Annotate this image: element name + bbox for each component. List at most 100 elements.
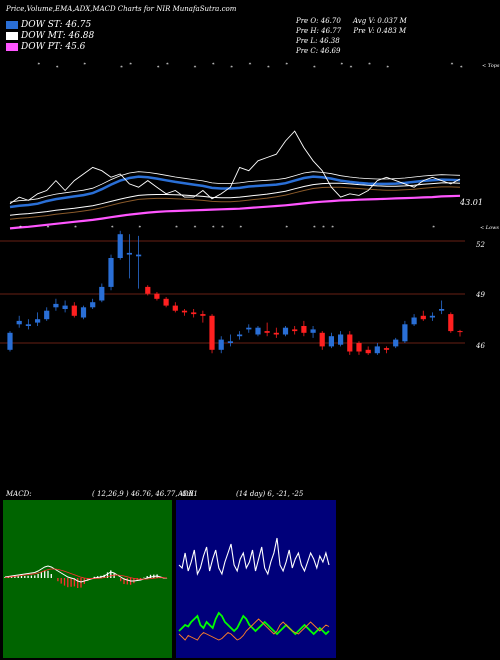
candle-body-18: [172, 305, 178, 311]
legend-item-pt: DOW PT: 45.6: [6, 42, 85, 52]
candle-body-8: [80, 307, 87, 318]
legend-swatch-pt: [6, 43, 18, 51]
candle-body-24: [227, 341, 233, 343]
ema-value-label: 43.01: [459, 198, 483, 207]
ohlc-row-2: Pre H: 46.77 Pre V: 0.483 M: [296, 27, 416, 35]
top-mark-6: *: [166, 62, 169, 68]
top-mark-11: *: [267, 65, 270, 71]
candle-body-25: [237, 334, 243, 337]
candle-body-29: [273, 332, 279, 335]
adx-background: [176, 500, 336, 658]
candle-body-43: [402, 324, 408, 342]
candle-body-22: [209, 315, 215, 350]
low-mark-13: *: [331, 225, 334, 231]
price-chart: * * * * * * * * * * * * * * * * * * * * < Tops 43.01 * * * * * *…: [0, 62, 500, 355]
pre-low: Pre L: 46.38: [296, 37, 340, 45]
candle-body-36: [338, 334, 344, 345]
top-mark-18: *: [451, 62, 454, 68]
price-level-49: 49: [475, 291, 485, 299]
top-mark-14: *: [341, 62, 344, 68]
top-mark-16: *: [368, 62, 371, 68]
low-mark-7: *: [212, 225, 215, 231]
candle-body-2: [25, 324, 31, 326]
candles: [7, 230, 463, 355]
top-mark-2: *: [84, 62, 87, 68]
top-mark-13: *: [313, 65, 316, 71]
top-mark-15: *: [350, 65, 353, 71]
candle-body-46: [429, 315, 435, 318]
legend-item-mt: DOW MT: 46.88: [6, 31, 94, 41]
price-level-52: 52: [476, 241, 485, 249]
candle-body-20: [191, 312, 197, 315]
legend-item-st: DOW ST: 46.75: [6, 20, 91, 30]
candle-body-9: [90, 302, 96, 308]
low-mark-2: *: [74, 225, 77, 231]
candle-body-6: [62, 305, 68, 309]
pre-open: Pre O: 46.70: [296, 17, 341, 25]
macd-params: ( 12,26,9 ) 46.76, 46.77, -0.01: [92, 490, 198, 498]
candle-body-32: [301, 326, 307, 333]
top-mark-17: *: [387, 65, 390, 71]
macd-plot: [4, 565, 168, 588]
tops-marks: * * * * * * * * * * * * * * * * * * * *: [38, 62, 463, 71]
candle-body-38: [356, 343, 362, 352]
adx-panel: [176, 500, 336, 658]
candle-body-10: [99, 286, 105, 301]
adx-line: [178, 537, 330, 576]
top-mark-7: *: [194, 65, 197, 71]
macd-signal-line: [4, 568, 168, 580]
candle-body-0: [7, 332, 13, 350]
top-mark-8: *: [212, 62, 215, 68]
candle-body-45: [420, 315, 426, 320]
ema-short-line: [9, 175, 461, 209]
candle-body-17: [163, 298, 169, 306]
candle-body-30: [282, 327, 289, 335]
candle-body-3: [35, 319, 41, 323]
top-mark-5: *: [157, 65, 160, 71]
lows-marks: * * * * * * * * * * * * * * *: [19, 225, 435, 231]
macd-panel: [3, 500, 172, 658]
low-mark-6: *: [194, 225, 197, 231]
ema-area: [9, 130, 461, 230]
candle-body-41: [383, 348, 390, 350]
candle-body-34: [319, 332, 325, 347]
legend-label-pt: DOW PT: 45.6: [21, 42, 86, 52]
low-mark-3: *: [111, 225, 114, 231]
candle-body-28: [264, 331, 270, 333]
adx-plot: [178, 537, 330, 641]
top-mark-0: *: [38, 62, 41, 68]
top-mark-12: *: [286, 62, 289, 68]
candle-body-39: [365, 349, 371, 354]
legend-swatch-st: [6, 21, 18, 29]
legend-swatch-mt: [6, 32, 18, 40]
candle-body-37: [347, 334, 353, 352]
candle-body-47: [439, 309, 445, 311]
low-mark-0: *: [19, 225, 22, 231]
candle-body-4: [44, 310, 50, 320]
tops-label: < Tops: [482, 63, 500, 69]
ohlc-row-1: Pre O: 46.70 Avg V: 0.037 M: [296, 17, 417, 25]
candle-body-35: [328, 336, 334, 347]
candle-body-21: [200, 314, 206, 316]
macd-label: MACD:: [6, 490, 32, 498]
ema-mid-band-line: [9, 186, 461, 220]
adx-label: ADX: [178, 490, 194, 498]
low-mark-5: *: [175, 225, 178, 231]
low-mark-9: *: [240, 225, 243, 231]
top-mark-19: *: [460, 65, 463, 71]
candle-body-13: [126, 252, 132, 255]
chart-title: Price,Volume,EMA,ADX,MACD Charts for NIR…: [6, 5, 237, 13]
ema-long-line: [9, 194, 461, 230]
low-mark-14: *: [432, 225, 435, 231]
low-mark-8: *: [221, 225, 224, 231]
low-mark-1: *: [47, 225, 50, 231]
ema-mid-line: [9, 182, 461, 216]
avg-volume: Avg V: 0.037 M: [353, 17, 407, 25]
price-line: [9, 130, 461, 205]
top-mark-1: *: [56, 65, 59, 71]
macd-line: [4, 565, 168, 583]
adx-params: (14 day) 6, -21, -25: [236, 490, 304, 498]
legend-label-st: DOW ST: 46.75: [21, 20, 92, 30]
candle-body-27: [255, 327, 261, 335]
candle-body-44: [411, 317, 417, 325]
